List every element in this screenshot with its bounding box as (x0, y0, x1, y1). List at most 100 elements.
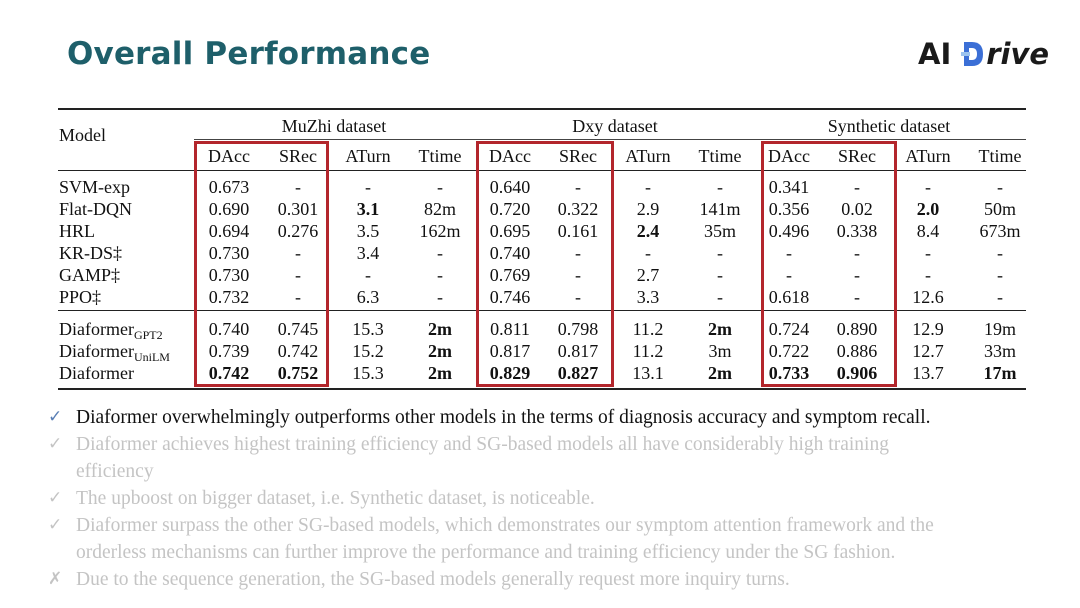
table-cell: 0.724 (768, 319, 810, 339)
group-underline (473, 139, 758, 140)
table-cell: - (295, 243, 301, 263)
metric-header: SRec (279, 146, 317, 166)
table-cell: 0.817 (489, 341, 531, 361)
table-cell: 0.722 (768, 341, 810, 361)
table-cell: 0.739 (208, 341, 250, 361)
table-cell: - (717, 265, 723, 285)
finding-text: Diaformer surpass the other SG-based mod… (76, 515, 934, 536)
cross-icon: ✗ (48, 569, 63, 589)
model-name-subscript: GPT2 (133, 328, 163, 342)
model-name: Diaformer (59, 363, 134, 383)
model-name-cell: Flat-DQN (59, 199, 132, 219)
table-cell: 2.4 (636, 221, 660, 241)
table-bottom-rule (58, 388, 1026, 390)
table-cell: - (997, 243, 1003, 263)
table-cell: 2m (428, 319, 452, 339)
table-cell: 2m (428, 363, 452, 383)
table-cell: 6.3 (356, 287, 380, 307)
logo-text-ai: AI (918, 37, 952, 71)
table-cell: - (437, 177, 443, 197)
table-cell: - (925, 177, 931, 197)
model-name-cell: Diaformer (59, 363, 134, 383)
table-cell: 11.2 (632, 341, 664, 361)
check-icon: ✓ (48, 488, 63, 508)
table-cell: 15.3 (352, 363, 384, 383)
dataset-header: Synthetic dataset (827, 116, 951, 136)
table-cell: 0.640 (489, 177, 531, 197)
table-cell: 0.752 (277, 363, 319, 383)
finding-text: efficiency (76, 461, 154, 482)
metric-header: SRec (838, 146, 876, 166)
table-cell: - (295, 287, 301, 307)
table-cell: 50m (983, 199, 1017, 219)
model-column-header: Model (59, 125, 106, 145)
table-cell: 2.7 (636, 265, 660, 285)
model-name: HRL (59, 221, 95, 241)
table-cell: - (645, 243, 651, 263)
finding-text: The upboost on bigger dataset, i.e. Synt… (76, 488, 595, 509)
table-top-rule (58, 108, 1026, 110)
model-name: Diaformer (59, 319, 134, 339)
table-cell: 141m (699, 199, 741, 219)
table-cell: 0.341 (768, 177, 810, 197)
table-cell: 2.9 (636, 199, 660, 219)
table-cell: - (295, 265, 301, 285)
model-name-cell: DiaformerUniLM (59, 341, 170, 364)
model-name-cell: KR-DS‡ (59, 243, 122, 263)
finding-text: Diaformer achieves highest training effi… (76, 434, 889, 455)
metric-header: SRec (559, 146, 597, 166)
table-cell: 2.0 (916, 199, 940, 219)
metric-header: Ttime (418, 146, 462, 166)
table-cell: - (437, 287, 443, 307)
table-header-rule (58, 170, 1026, 171)
table-cell: 0.769 (489, 265, 531, 285)
metric-header: ATurn (905, 146, 951, 166)
table-cell: 0.733 (768, 363, 810, 383)
table-cell: - (575, 243, 581, 263)
table-cell: 0.673 (208, 177, 250, 197)
table-cell: - (365, 265, 371, 285)
finding-text: Due to the sequence generation, the SG-b… (76, 569, 790, 590)
table-cell: - (786, 243, 792, 263)
model-name: PPO‡ (59, 287, 102, 307)
table-cell: 673m (979, 221, 1021, 241)
table-cell: 33m (983, 341, 1017, 361)
check-icon: ✓ (48, 515, 63, 535)
table-cell: 0.811 (490, 319, 530, 339)
table-cell: 2m (708, 319, 732, 339)
table-cell: 82m (423, 199, 457, 219)
metric-header: Ttime (978, 146, 1022, 166)
metric-header: ATurn (625, 146, 671, 166)
table-cell: 0.322 (557, 199, 599, 219)
highlight-box (761, 141, 897, 387)
table-cell: 162m (419, 221, 461, 241)
table-cell: 3m (708, 341, 732, 361)
model-name: Flat-DQN (59, 199, 132, 219)
table-cell: 35m (703, 221, 737, 241)
table-cell: 13.7 (912, 363, 944, 383)
table-cell: 3.1 (356, 199, 380, 219)
table-cell: 0.276 (277, 221, 319, 241)
table-cell: 0.827 (557, 363, 599, 383)
table-cell: 0.886 (836, 341, 878, 361)
slide-title: Overall Performance (67, 36, 431, 72)
model-name: GAMP‡ (59, 265, 121, 285)
table-cell: - (997, 177, 1003, 197)
table-cell: 19m (983, 319, 1017, 339)
logo-text-rive: rive (986, 37, 1050, 71)
table-cell: 17m (983, 363, 1017, 383)
table-cell: 0.732 (208, 287, 250, 307)
table-cell: 8.4 (916, 221, 940, 241)
table-cell: - (997, 265, 1003, 285)
table-cell: 0.740 (208, 319, 250, 339)
model-name-cell: PPO‡ (59, 287, 101, 307)
table-cell: 13.1 (632, 363, 664, 383)
table-cell: 0.618 (768, 287, 810, 307)
table-cell: - (575, 177, 581, 197)
table-cell: 15.3 (352, 319, 384, 339)
table-cell: - (717, 287, 723, 307)
table-cell: - (575, 265, 581, 285)
table-cell: - (575, 287, 581, 307)
table-cell: - (925, 243, 931, 263)
table-cell: 0.742 (277, 341, 319, 361)
